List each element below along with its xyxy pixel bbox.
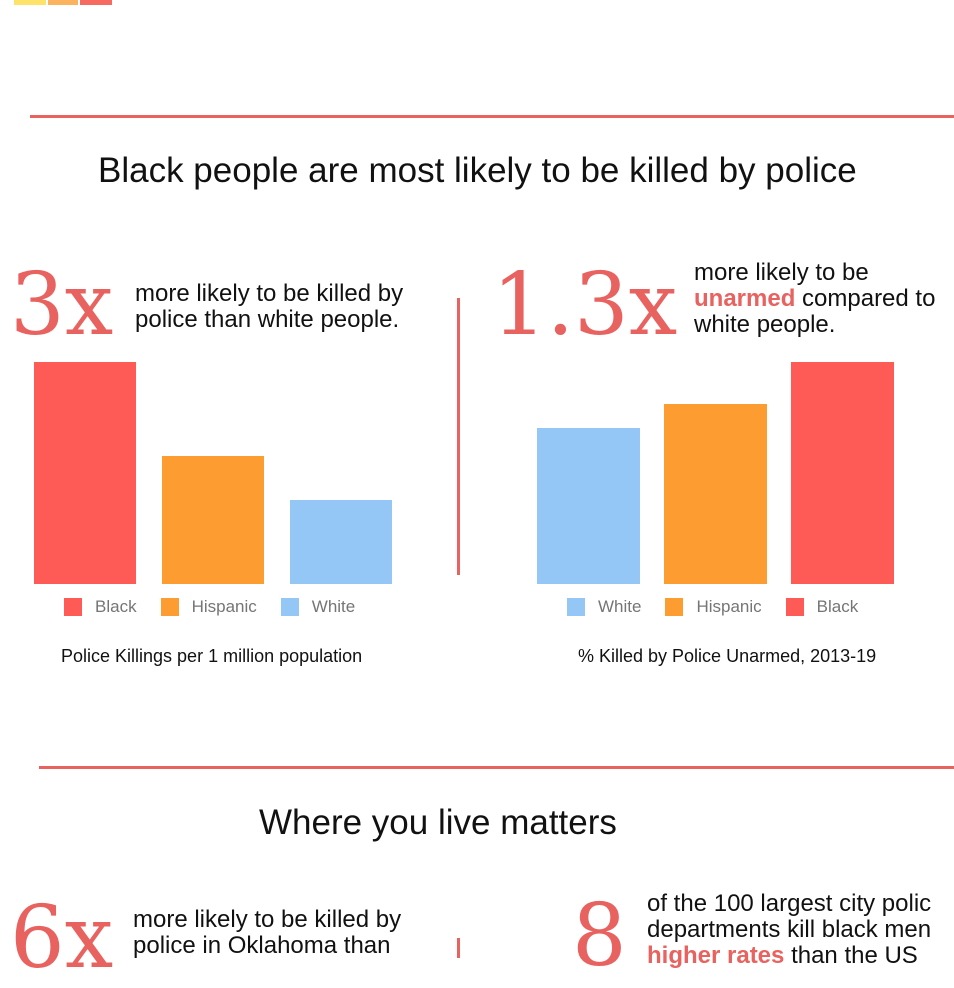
section2-right-stat-text: of the 100 largest city polic department… (647, 891, 954, 969)
bar-white (290, 500, 392, 584)
right-stat-text-post: compared to white people. (694, 285, 936, 338)
section2-left-stat-text-body: more likely to be killed by police in Ok… (133, 906, 402, 959)
chart1-legend-item-black: Black (64, 597, 137, 617)
right-stat-text-pre: more likely to be (694, 259, 869, 286)
section2-left-stat-value: 6x (10, 888, 114, 988)
bar-black (34, 362, 136, 584)
section1-vertical-divider (457, 298, 460, 575)
chart1-caption: Police Killings per 1 million population (61, 646, 363, 666)
legend-swatch-hispanic (160, 598, 179, 616)
section2-vertical-divider (457, 938, 460, 958)
section2-top-divider (39, 766, 954, 769)
bar-white (537, 428, 640, 584)
chart2-legend-item-hispanic: Hispanic (665, 597, 762, 617)
chart1-legend-label-hispanic: Hispanic (191, 597, 257, 616)
legend-swatch-hispanic (665, 598, 684, 616)
right-stat-text-highlight: unarmed (694, 285, 796, 312)
section2-right-stat-text-highlight: higher rates (647, 942, 785, 969)
left-stat-text: more likely to be killed by police than … (135, 281, 435, 333)
section1-heading: Black people are most likely to be kille… (98, 151, 857, 190)
left-stat-value: 3x (10, 255, 114, 355)
chart2-legend-label-black: Black (816, 597, 859, 616)
legend-swatch-black (64, 598, 82, 616)
chart1-legend: Black Hispanic White (64, 597, 379, 617)
left-stat-text-body: more likely to be killed by police than … (135, 280, 404, 333)
header-swatch-orange (48, 0, 78, 5)
section2-heading: Where you live matters (259, 803, 617, 842)
chart2-legend-label-white: White (598, 597, 642, 616)
chart1-legend-label-black: Black (95, 597, 137, 616)
right-stat-value: 1.3x (492, 255, 678, 355)
chart2-legend-item-black: Black (785, 597, 859, 617)
chart1-legend-item-hispanic: Hispanic (160, 597, 257, 617)
chart2-legend-label-hispanic: Hispanic (696, 597, 762, 616)
chart2-legend-item-white: White (567, 597, 641, 617)
legend-swatch-white (280, 598, 299, 616)
section2-right-stat-text-post: than the US (791, 942, 918, 969)
legend-swatch-black (785, 598, 804, 616)
bar-hispanic (664, 404, 767, 584)
section2-right-stat-text-pre: of the 100 largest city polic department… (647, 890, 932, 943)
section2-left-stat-text: more likely to be killed by police in Ok… (133, 907, 433, 959)
bar-black (791, 362, 894, 584)
chart1-legend-item-white: White (280, 597, 356, 617)
header-swatch-red (80, 0, 112, 5)
right-stat-text: more likely to be unarmed compared to wh… (694, 260, 944, 338)
chart1-legend-label-white: White (311, 597, 356, 616)
chart2-caption: % Killed by Police Unarmed, 2013-19 (578, 646, 877, 666)
section1-top-divider (30, 115, 954, 118)
bar-hispanic (162, 456, 264, 584)
header-swatch-yellow (14, 0, 46, 5)
chart2-legend: White Hispanic Black (567, 597, 882, 617)
section2-right-stat-value: 8 (572, 886, 627, 986)
legend-swatch-white (567, 598, 585, 616)
